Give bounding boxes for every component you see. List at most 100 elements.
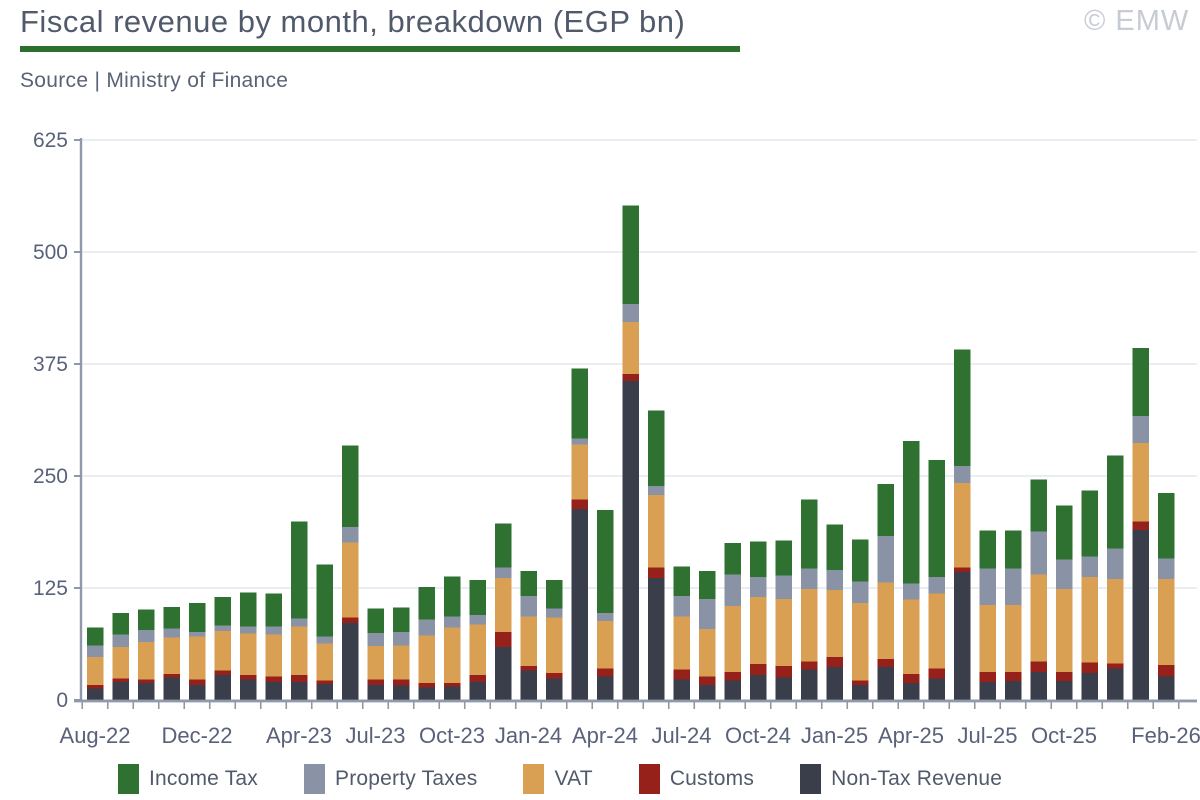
- bar-segment-Jan-23: [214, 596, 231, 626]
- bar-segment-Sep-22: [112, 634, 129, 648]
- bar-segment-Feb-24: [545, 673, 563, 679]
- bar-segment-Jun-24: [647, 410, 665, 486]
- bar-segment-May-24: [622, 303, 639, 322]
- bar-segment-Oct-25: [1055, 681, 1073, 700]
- bar-segment-Jul-25: [979, 530, 996, 569]
- bar-segment-Nov-23: [469, 614, 486, 625]
- bar-segment-Aug-25: [1004, 530, 1022, 569]
- bar-segment-Mar-23: [265, 634, 282, 677]
- bar-segment-Jul-24: [673, 616, 690, 670]
- bar-segment-Dec-24: [800, 661, 818, 670]
- bar-segment-Oct-25: [1055, 588, 1073, 673]
- bar-segment-Nov-25: [1081, 662, 1098, 674]
- bar-segment-Jul-25: [979, 682, 996, 700]
- bar-segment-May-24: [622, 373, 639, 382]
- bar-segment-Nov-22: [163, 628, 180, 638]
- bar-segment-Nov-23: [469, 682, 486, 700]
- y-tick-label: 500: [33, 241, 68, 264]
- x-tick-label: Oct-23: [419, 723, 485, 748]
- bar-segment-Jun-25: [953, 571, 971, 700]
- bar-segment-Mar-23: [265, 626, 282, 635]
- bar-segment-Jul-23: [367, 679, 384, 685]
- bar-segment-Mar-25: [877, 536, 894, 583]
- bar-segment-Oct-22: [137, 609, 155, 631]
- legend-item: Income Tax: [118, 764, 258, 794]
- bar-segment-May-23: [316, 683, 333, 700]
- bar-segment-Jan-25: [826, 589, 843, 657]
- bar-segment-Oct-23: [443, 616, 461, 628]
- bar-segment-Oct-23: [443, 627, 461, 683]
- bar-segment-Jan-24: [520, 665, 537, 671]
- bar-segment-Oct-23: [443, 576, 461, 617]
- bar-segment-Jun-23: [341, 445, 359, 528]
- bar-segment-Sep-22: [112, 613, 129, 635]
- bar-segment-Jan-26: [1132, 521, 1149, 530]
- bar-segment-Aug-24: [698, 684, 716, 700]
- bar-segment-Nov-24: [775, 665, 792, 678]
- bar-segment-Aug-22: [86, 627, 104, 646]
- bar-segment-Dec-22: [188, 679, 206, 685]
- bar-segment-Jun-23: [341, 527, 359, 543]
- bar-segment-Aug-23: [392, 645, 410, 680]
- bar-segment-Sep-24: [724, 672, 741, 681]
- legend-swatch-icon: [800, 764, 822, 794]
- bar-segment-Jul-25: [979, 568, 996, 606]
- bar-segment-Jan-26: [1132, 529, 1149, 700]
- bar-segment-Feb-25: [851, 603, 869, 681]
- bar-segment-Oct-25: [1055, 505, 1073, 560]
- bar-segment-Nov-25: [1081, 673, 1098, 700]
- bar-segment-Jun-23: [341, 622, 359, 700]
- y-tick-label: 375: [33, 353, 68, 376]
- bar-segment-Nov-25: [1081, 556, 1098, 578]
- bar-segment-Dec-24: [800, 588, 818, 662]
- bar-segment-Apr-25: [902, 682, 920, 700]
- bar-segment-Jan-23: [214, 670, 231, 675]
- bar-segment-Apr-24: [596, 510, 614, 614]
- x-tick-label: Oct-24: [725, 723, 791, 748]
- bar-segment-Dec-22: [188, 631, 206, 637]
- bar-segment-Aug-23: [392, 685, 410, 700]
- bar-segment-Feb-23: [239, 626, 257, 634]
- chart-title: Fiscal revenue by month, breakdown (EGP …: [20, 4, 686, 39]
- bar-segment-Feb-23: [239, 592, 257, 627]
- bar-segment-Apr-24: [596, 676, 614, 700]
- bar-segment-Feb-25: [851, 680, 869, 685]
- bar-segment-Nov-24: [775, 598, 792, 666]
- x-tick-label: Oct-25: [1031, 723, 1097, 748]
- y-tick-label: 125: [33, 577, 68, 600]
- bar-segment-Sep-25: [1030, 574, 1047, 662]
- legend-swatch-icon: [304, 764, 325, 794]
- bar-segment-Jan-23: [214, 625, 231, 632]
- bar-segment-Feb-26: [1157, 493, 1175, 559]
- bar-segment-Dec-25: [1106, 455, 1124, 549]
- bar-segment-Nov-24: [775, 677, 792, 700]
- bar-segment-Nov-23: [469, 674, 486, 683]
- bar-segment-Apr-25: [902, 674, 920, 683]
- bar-segment-Feb-24: [545, 617, 563, 674]
- x-tick-label: Jul-25: [958, 723, 1018, 748]
- bar-segment-Dec-23: [494, 578, 512, 632]
- y-tick-label: 625: [33, 129, 68, 152]
- legend-swatch-icon: [638, 764, 660, 794]
- bar-segment-Jul-24: [673, 566, 690, 597]
- bar-segment-May-24: [622, 381, 639, 700]
- bar-segment-Jul-23: [367, 684, 384, 700]
- bar-segment-Jun-23: [341, 542, 359, 618]
- bar-segment-Jul-25: [979, 672, 996, 683]
- bar-segment-Nov-22: [163, 637, 180, 675]
- copyright-watermark: © EMW: [1084, 5, 1190, 37]
- bar-segment-Mar-25: [877, 658, 894, 667]
- bar-segment-Nov-24: [775, 575, 792, 599]
- bar-segment-Apr-23: [290, 626, 308, 675]
- x-tick-label: Dec-22: [162, 723, 233, 748]
- bar-segment-Aug-24: [698, 676, 716, 685]
- bar-segment-Oct-22: [137, 679, 155, 683]
- bar-segment-Sep-25: [1030, 661, 1047, 673]
- bar-segment-Mar-24: [571, 444, 588, 500]
- bar-segment-Aug-22: [86, 684, 104, 689]
- bar-segment-Apr-24: [596, 621, 614, 669]
- bar-segment-Dec-23: [494, 647, 512, 700]
- bar-segment-Jun-25: [953, 466, 971, 484]
- bar-segment-Mar-24: [571, 509, 588, 700]
- bar-segment-Jan-23: [214, 674, 231, 700]
